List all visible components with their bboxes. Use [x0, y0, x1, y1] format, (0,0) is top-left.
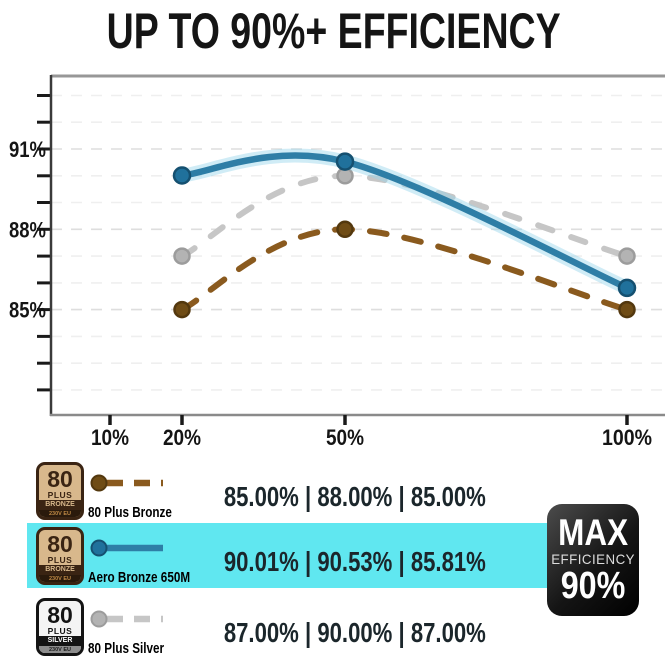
80plus-bronze-badge: 80 PLUS BRONZE 230V EU: [36, 462, 84, 520]
data-point: [173, 300, 191, 319]
badge-number: 80: [47, 602, 73, 628]
x-tick-label: 20%: [163, 425, 201, 450]
series-values: 90.01% | 90.53% | 85.81%: [223, 546, 487, 577]
x-tick-label: 100%: [602, 425, 652, 450]
max-badge-top: MAX: [558, 512, 628, 554]
page-title: UP TO 90%+ EFFICIENCY: [0, 2, 668, 60]
series-line-aero-bronze-650m: [178, 152, 631, 292]
80plus-bronze-badge: 80 PLUS BRONZE 230V EU: [36, 527, 84, 585]
badge-plus: PLUS: [47, 626, 73, 636]
series-line-80-plus-silver: [179, 172, 630, 260]
series-line-80-plus-bronze: [179, 226, 630, 313]
x-tick-label: 50%: [326, 425, 364, 450]
data-point: [336, 220, 354, 239]
series-values: 87.00% | 90.00% | 87.00%: [223, 617, 487, 648]
80plus-silver-badge: 80 PLUS SILVER 230V EU: [36, 598, 84, 656]
data-point: [172, 166, 192, 185]
badge-tier: BRONZE: [39, 565, 81, 576]
badge-tier: SILVER: [39, 636, 81, 647]
max-badge-bottom: 90%: [560, 564, 626, 607]
data-point: [335, 152, 355, 171]
badge-plus: PLUS: [47, 490, 73, 500]
data-point: [173, 247, 191, 265]
badge-number: 80: [47, 531, 73, 557]
series-label: Aero Bronze 650M: [88, 569, 191, 586]
legend-row-aero-bronze-650m: 80 PLUS BRONZE 230V EU Aero Bronze 650M …: [0, 527, 668, 593]
legend-row-80-plus-bronze: 80 PLUS BRONZE 230V EU 80 Plus Bronze 85…: [0, 462, 668, 528]
page-title-text: UP TO 90%+ EFFICIENCY: [107, 3, 561, 59]
series-label: 80 Plus Bronze: [88, 504, 172, 521]
y-tick-label: 91%: [9, 137, 46, 162]
data-point: [617, 278, 637, 298]
silver-line-swatch: [90, 610, 163, 628]
badge-plus: PLUS: [47, 555, 73, 565]
aero-line-swatch: [90, 539, 163, 557]
badge-number: 80: [47, 466, 73, 492]
x-tick-label: 10%: [91, 425, 129, 450]
legend-row-80-plus-silver: 80 PLUS SILVER 230V EU 80 Plus Silver 87…: [0, 598, 668, 664]
highlight-band: [27, 523, 594, 588]
data-point: [618, 300, 636, 319]
series-values: 85.00% | 88.00% | 85.00%: [223, 481, 487, 512]
badge-tier: BRONZE: [39, 500, 81, 511]
series-label: 80 Plus Silver: [88, 640, 165, 657]
bronze-line-swatch: [90, 474, 163, 492]
y-tick-label: 88%: [9, 217, 46, 242]
max-badge-middle: EFFICIENCY: [551, 550, 635, 567]
badge-volt: 230V EU: [39, 510, 81, 517]
badge-volt: 230V EU: [39, 575, 81, 582]
badge-volt: 230V EU: [39, 646, 81, 653]
max-efficiency-badge: MAX EFFICIENCY 90%: [547, 504, 639, 616]
y-tick-label: 85%: [9, 298, 46, 323]
data-point: [618, 247, 636, 265]
